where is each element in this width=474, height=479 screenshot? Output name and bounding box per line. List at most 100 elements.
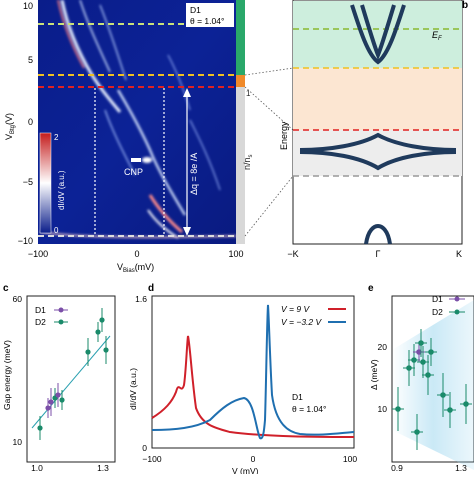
d-device: D1 (292, 392, 303, 402)
c-legend-d1: D1 (35, 305, 46, 315)
connector-lines (244, 67, 294, 237)
panel-e-plot (392, 329, 472, 450)
e-data-point (447, 407, 453, 413)
b-tick-gamma: Γ (376, 249, 381, 259)
e-data-point (425, 372, 431, 378)
panel-c-frame (26, 295, 116, 463)
e-legend-d2-marker (454, 309, 460, 315)
d-legend-red: V = 9 V (281, 304, 310, 314)
y-axis-label: VBtg(V) (4, 113, 16, 140)
c-data-point (85, 349, 91, 355)
band-orange (293, 68, 462, 130)
y-tick-m5: −5 (23, 177, 33, 187)
cnp-label: CNP (124, 167, 143, 177)
e-tick-1-3: 1.3 (455, 463, 467, 473)
panel-a: Δq = 8e /A CNP D1 θ = 1.04° 2 0 dI/dV (a… (4, 0, 254, 274)
e-legend-d1-marker (454, 296, 460, 302)
e-ylabel: Δ (meV) (369, 359, 379, 390)
c-data-point (48, 399, 54, 405)
device-box (186, 3, 234, 27)
c-data-point (55, 392, 61, 398)
c-legend-d1-marker (58, 307, 64, 313)
device-label: D1 (190, 5, 201, 15)
d-tick-0: 0 (251, 454, 256, 464)
e-tick-20: 20 (378, 342, 388, 352)
c-fit-line (31, 335, 111, 429)
b-tick-mk: −K (287, 249, 298, 259)
e-legend-d2: D2 (432, 307, 443, 317)
side-strip-green (236, 0, 245, 75)
c-legend-d2-marker (58, 319, 64, 325)
d-theta: θ = 1.04° (292, 404, 326, 414)
d-tick-top: 1.6 (135, 294, 147, 304)
x-axis-label: VBias(mV) (117, 262, 154, 274)
delta-label: Δq = 8e /A (189, 153, 199, 195)
d-ylabel: dI/dV (a.u.) (128, 368, 138, 410)
d-series-red (151, 335, 355, 438)
panel-e: e 20 10 Δ (meV) 0.9 1.3 D1 D2 (368, 283, 474, 473)
panel-c: c 60 10 Gap energy (meV) 1.0 1.3 D1 D2 (2, 283, 116, 473)
colorbar-label: dI/dV (a.u.) (57, 170, 66, 210)
panel-b-letter: b (462, 0, 468, 11)
c-legend-d2: D2 (35, 317, 46, 327)
x-tick-m100: −100 (28, 249, 48, 259)
colorbar-max: 2 (54, 133, 59, 142)
c-data-point (99, 317, 105, 323)
e-data-point (420, 359, 426, 365)
c-tick-1-3: 1.3 (97, 463, 109, 473)
x-tick-100: 100 (228, 249, 243, 259)
nu-label: n/ns (242, 154, 254, 170)
side-strip-grey (236, 87, 245, 244)
e-data-point (463, 401, 469, 407)
d-xlabel: V (mV) (232, 466, 259, 474)
y-tick-0: 0 (28, 117, 33, 127)
e-data-point (428, 349, 434, 355)
y-tick-10: 10 (23, 1, 33, 11)
d-tick-bottom: 0 (142, 443, 147, 453)
panel-b: b EF Energy −K Γ K (279, 0, 468, 259)
c-data-point (45, 405, 51, 411)
c-data-point (37, 425, 43, 431)
e-data-point (440, 392, 446, 398)
e-data-point (411, 357, 417, 363)
b-tick-k: K (456, 249, 462, 259)
theta-label: θ = 1.04° (190, 16, 224, 26)
c-data-point (95, 329, 101, 335)
panel-c-letter: c (3, 283, 9, 294)
side-tick-label: 1 (246, 89, 251, 98)
e-data-point (414, 429, 420, 435)
ef-label: EF (432, 30, 442, 42)
c-data-point (59, 397, 65, 403)
cnp-marker (131, 158, 141, 162)
panel-c-plot (31, 308, 111, 440)
panel-d-letter: d (148, 283, 154, 294)
panel-d: d 1.6 0 dI/dV (a.u.) −100 0 100 V (mV) V… (128, 283, 357, 476)
colorbar-min: 0 (54, 226, 59, 235)
panel-d-frame (151, 295, 355, 449)
c-ylabel: Gap energy (meV) (2, 340, 12, 410)
panel-b-ylabel: Energy (279, 121, 289, 150)
e-data-point (406, 365, 412, 371)
colorbar (39, 132, 52, 234)
band-curves (299, 4, 457, 245)
d-tick-100: 100 (343, 454, 357, 464)
c-tick-60: 60 (13, 294, 23, 304)
heatmap-features (39, 0, 237, 239)
e-data-point (395, 406, 401, 412)
y-tick-m10: −10 (18, 236, 33, 246)
c-tick-10: 10 (13, 437, 23, 447)
panel-d-plot (151, 304, 355, 440)
e-legend-d1: D1 (432, 294, 443, 304)
panel-e-letter: e (368, 283, 374, 294)
e-tick-10: 10 (378, 404, 388, 414)
x-tick-0: 0 (134, 249, 139, 259)
e-data-point (416, 349, 422, 355)
e-tick-0-9: 0.9 (391, 463, 403, 473)
y-tick-5: 5 (28, 55, 33, 65)
side-strip-orange (236, 75, 245, 87)
e-data-point (418, 340, 424, 346)
c-tick-1-0: 1.0 (31, 463, 43, 473)
d-legend-blue: V = −3.2 V (281, 317, 322, 327)
e-shaded-band (392, 300, 474, 470)
